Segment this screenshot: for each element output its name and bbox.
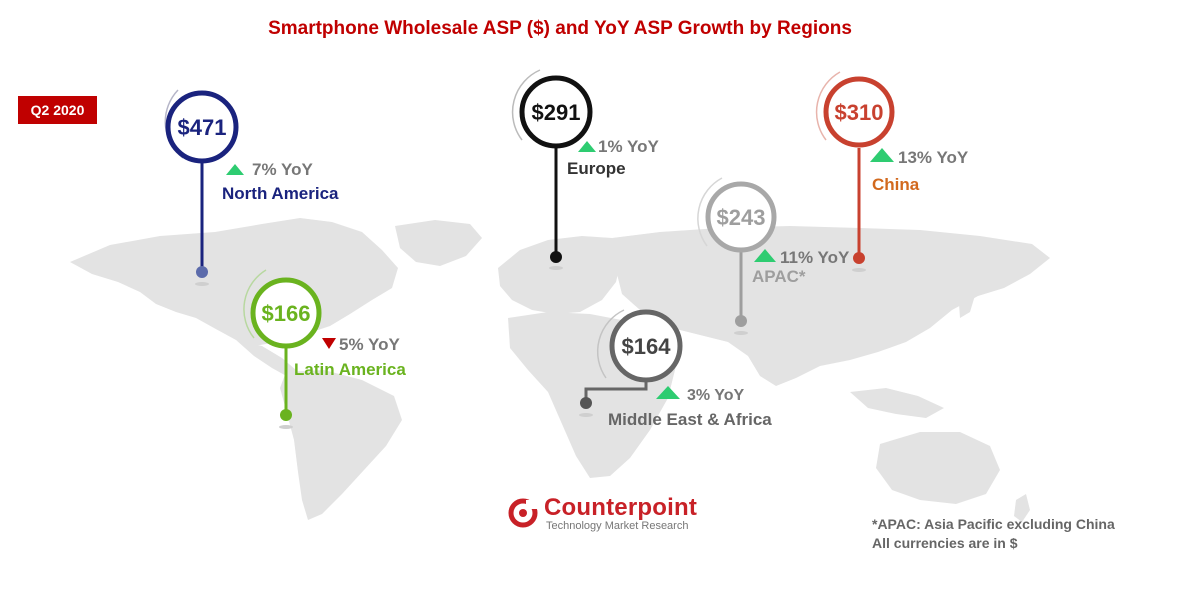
up-arrow-icon bbox=[656, 386, 680, 399]
yoy-label: 3% YoY bbox=[687, 387, 745, 404]
swoosh-arc bbox=[596, 309, 625, 379]
asp-label: $471 bbox=[178, 115, 227, 140]
pin-dot bbox=[196, 266, 208, 278]
landmass-japan bbox=[958, 278, 976, 318]
pin-ring bbox=[519, 75, 593, 149]
footnote-apac: *APAC: Asia Pacific excluding China bbox=[872, 516, 1115, 532]
asp-label: $291 bbox=[532, 100, 581, 125]
region-label: Latin America bbox=[294, 360, 406, 379]
yoy-label: 11% YoY bbox=[780, 248, 850, 267]
yoy-label: 1% YoY bbox=[598, 137, 659, 156]
pin-shadow bbox=[279, 425, 293, 429]
yoy-label: 5% YoY bbox=[339, 335, 400, 354]
swoosh-arc bbox=[243, 269, 267, 339]
region-label: North America bbox=[222, 184, 339, 203]
counterpoint-logo: Counterpoint Technology Market Research bbox=[508, 494, 728, 538]
pin-shadow bbox=[734, 331, 748, 335]
landmass-north-america bbox=[70, 218, 398, 346]
marker-apac: $243 11% YoY APAC* bbox=[697, 177, 850, 335]
asp-label: $166 bbox=[262, 301, 311, 326]
pin-line bbox=[584, 380, 648, 403]
pin-dot bbox=[853, 252, 865, 264]
up-arrow-icon bbox=[226, 164, 244, 175]
pin-ring bbox=[250, 277, 322, 349]
marker-middle-east-africa: $164 3% YoY Middle East & Africa bbox=[579, 309, 772, 429]
pin-ring bbox=[165, 90, 239, 164]
landmass-new-zealand bbox=[1014, 494, 1030, 522]
pin-shadow bbox=[852, 268, 866, 272]
marker-china: $310 13% YoY China bbox=[815, 71, 969, 272]
marker-europe: $291 1% YoY Europe bbox=[511, 69, 659, 270]
swoosh-arc bbox=[697, 177, 723, 247]
counterpoint-logo-icon bbox=[508, 498, 538, 528]
region-label: China bbox=[872, 175, 920, 194]
yoy-label: 7% YoY bbox=[252, 160, 313, 179]
pin-ring bbox=[609, 309, 683, 383]
landmass-central-america bbox=[236, 340, 296, 378]
landmass-asia bbox=[612, 226, 1050, 386]
region-label: Europe bbox=[567, 159, 626, 178]
landmass-greenland bbox=[395, 220, 482, 266]
continents bbox=[70, 218, 1050, 522]
region-label: APAC* bbox=[752, 267, 806, 286]
down-arrow-icon bbox=[322, 338, 336, 349]
swoosh-arc bbox=[511, 69, 541, 141]
pin-dot bbox=[735, 315, 747, 327]
up-arrow-icon bbox=[870, 148, 894, 162]
logo-name: Counterpoint bbox=[544, 494, 698, 521]
chart-title: Smartphone Wholesale ASP ($) and YoY ASP… bbox=[268, 18, 852, 39]
landmass-europe bbox=[498, 236, 622, 314]
yoy-label: 13% YoY bbox=[898, 148, 969, 167]
landmass-south-america bbox=[280, 370, 402, 520]
period-badge: Q2 2020 bbox=[18, 96, 97, 124]
pin-ring bbox=[705, 181, 777, 253]
marker-north-america: $471 7% YoY North America bbox=[164, 89, 339, 286]
pin-dot bbox=[550, 251, 562, 263]
pin-ring bbox=[823, 76, 895, 148]
logo-tagline: Technology Market Research bbox=[546, 520, 689, 532]
pin-dot bbox=[580, 397, 592, 409]
asp-label: $164 bbox=[622, 334, 672, 359]
landmass-se-asia bbox=[850, 388, 944, 418]
asp-label: $310 bbox=[835, 100, 884, 125]
footnote-currency: All currencies are in $ bbox=[872, 535, 1018, 551]
marker-latin-america: $166 5% YoY Latin America bbox=[243, 269, 406, 429]
landmass-australia bbox=[876, 432, 1000, 504]
pin-shadow bbox=[549, 266, 563, 270]
swoosh-arc bbox=[815, 71, 841, 141]
pin-dot bbox=[280, 409, 292, 421]
region-label: Middle East & Africa bbox=[608, 410, 772, 429]
up-arrow-icon bbox=[754, 249, 776, 262]
asp-label: $243 bbox=[717, 205, 766, 230]
pin-shadow bbox=[579, 413, 593, 417]
up-arrow-icon bbox=[578, 141, 596, 152]
pin-shadow bbox=[195, 282, 209, 286]
